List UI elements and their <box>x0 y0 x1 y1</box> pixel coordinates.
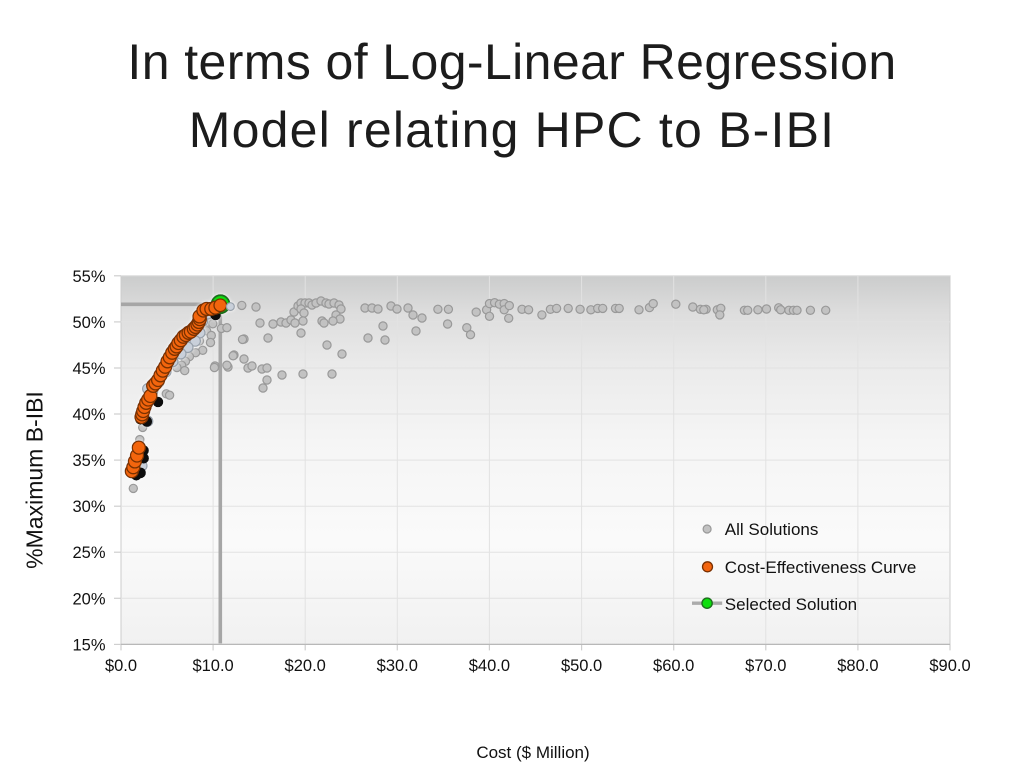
svg-text:$40.0: $40.0 <box>469 657 510 675</box>
svg-text:Cost-Effectiveness Curve: Cost-Effectiveness Curve <box>725 558 916 577</box>
svg-text:30%: 30% <box>72 498 105 516</box>
svg-text:$20.0: $20.0 <box>285 657 326 675</box>
svg-text:$60.0: $60.0 <box>653 657 694 675</box>
svg-text:25%: 25% <box>72 544 105 562</box>
svg-text:$0.0: $0.0 <box>105 657 137 675</box>
svg-text:Cost ($ Million): Cost ($ Million) <box>476 743 589 762</box>
svg-text:All Solutions: All Solutions <box>725 520 819 539</box>
svg-text:40%: 40% <box>72 406 105 424</box>
svg-text:45%: 45% <box>72 360 105 378</box>
svg-text:55%: 55% <box>72 268 105 286</box>
svg-text:20%: 20% <box>72 590 105 608</box>
svg-text:Selected Solution: Selected Solution <box>725 595 857 614</box>
svg-text:$10.0: $10.0 <box>192 657 233 675</box>
svg-text:%Maximum B-IBI: %Maximum B-IBI <box>22 391 48 569</box>
svg-text:$70.0: $70.0 <box>745 657 786 675</box>
svg-text:$80.0: $80.0 <box>837 657 878 675</box>
svg-text:$30.0: $30.0 <box>377 657 418 675</box>
svg-text:$90.0: $90.0 <box>929 657 970 675</box>
svg-text:15%: 15% <box>72 636 105 654</box>
svg-text:35%: 35% <box>72 452 105 470</box>
svg-text:$50.0: $50.0 <box>561 657 602 675</box>
svg-text:50%: 50% <box>72 314 105 332</box>
